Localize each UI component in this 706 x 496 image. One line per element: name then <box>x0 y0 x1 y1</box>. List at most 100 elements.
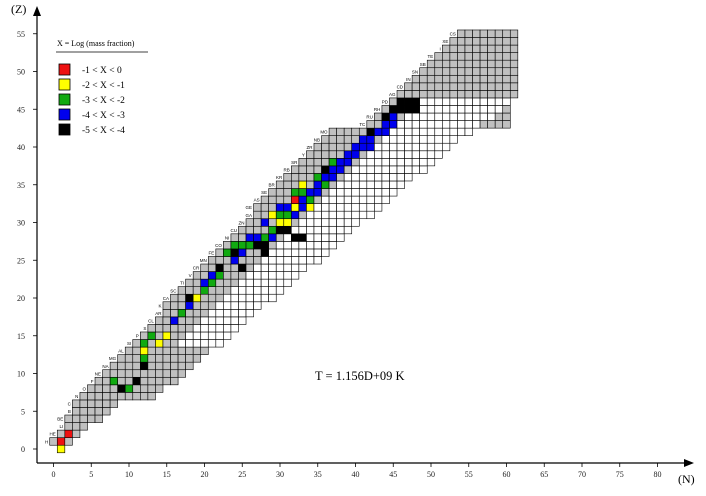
isotope-cell <box>192 286 202 295</box>
isotope-cell <box>313 203 322 212</box>
isotope-cell <box>192 331 202 340</box>
isotope-cell <box>155 354 164 363</box>
isotope-cell <box>336 158 345 167</box>
isotope-cell <box>155 369 164 378</box>
isotope-cell <box>381 135 390 144</box>
isotope-cell <box>464 74 473 84</box>
isotope-cell <box>419 158 428 167</box>
isotope-cell <box>472 112 481 121</box>
isotope-cell <box>64 437 73 446</box>
isotope-cell <box>366 195 375 204</box>
isotope-cell <box>313 173 322 182</box>
isotope-cell <box>442 97 451 106</box>
isotope-cell <box>155 316 164 325</box>
isotope-cell <box>177 286 186 295</box>
isotope-cell <box>253 248 262 257</box>
isotope-cell <box>147 376 156 386</box>
isotope-cell <box>147 361 156 371</box>
isotope-cell <box>351 165 360 174</box>
x-tick-label: 55 <box>465 470 473 479</box>
isotope-cell <box>132 339 141 348</box>
isotope-cell <box>343 210 353 220</box>
isotope-cell <box>200 263 209 272</box>
isotope-cell <box>215 293 224 303</box>
element-label: NI <box>225 235 230 240</box>
isotope-cell <box>140 346 149 355</box>
isotope-cell <box>464 67 473 76</box>
isotope-cell <box>207 324 217 333</box>
isotope-cell <box>79 414 88 423</box>
isotope-cell <box>238 263 247 272</box>
isotope-cell <box>117 376 126 386</box>
isotope-cell <box>275 218 285 227</box>
isotope-cell <box>283 210 292 220</box>
isotope-cell <box>291 263 300 272</box>
isotope-cell <box>306 210 315 220</box>
isotope-cell <box>306 158 315 167</box>
isotope-cell <box>389 142 398 152</box>
element-label: NE <box>95 371 101 376</box>
isotope-cell <box>343 225 353 235</box>
isotope-cell <box>366 165 375 174</box>
y-tick-label: 45 <box>17 105 25 114</box>
isotope-cell <box>389 180 398 189</box>
isotope-cell <box>185 346 194 355</box>
isotope-cell <box>306 195 315 204</box>
isotope-cell <box>404 112 413 121</box>
isotope-cell <box>457 97 466 106</box>
isotope-cell <box>147 354 156 363</box>
isotope-cell <box>487 97 496 106</box>
isotope-cell <box>381 112 390 121</box>
isotope-cell <box>479 82 488 91</box>
element-label: AR <box>155 311 162 316</box>
isotope-cell <box>230 278 239 287</box>
isotope-cell <box>253 225 262 235</box>
isotope-cell <box>449 44 458 53</box>
element-label: CD <box>397 84 404 89</box>
element-label: O <box>82 386 86 391</box>
isotope-cell <box>313 142 322 152</box>
isotope-cell <box>449 105 458 114</box>
isotope-cell <box>260 256 269 265</box>
isotope-cell <box>268 263 277 272</box>
isotope-cell <box>306 180 315 189</box>
isotope-cell <box>162 354 171 363</box>
isotope-cell <box>502 74 511 84</box>
isotope-cell <box>396 173 405 182</box>
isotope-cell <box>207 309 217 318</box>
isotope-cell <box>502 97 511 106</box>
isotope-cell <box>245 271 254 280</box>
isotope-cell <box>291 248 300 257</box>
isotope-cell <box>389 158 398 167</box>
isotope-cell <box>245 301 254 310</box>
isotope-cell <box>396 135 405 144</box>
isotope-cell <box>411 158 420 167</box>
isotope-cell <box>94 399 103 408</box>
isotope-cell <box>487 44 496 53</box>
isotope-cell <box>457 90 466 99</box>
isotope-cell <box>479 74 488 84</box>
legend-swatch <box>58 108 71 121</box>
isotope-cell <box>140 361 149 371</box>
legend-swatch <box>58 93 71 106</box>
isotope-cell <box>94 407 103 416</box>
isotope-cell <box>177 301 186 310</box>
isotope-cell <box>374 142 383 152</box>
isotope-cell <box>132 346 141 355</box>
element-label: FE <box>209 251 215 256</box>
isotope-cell <box>275 195 285 204</box>
isotope-cell <box>434 74 443 84</box>
isotope-cell <box>170 354 179 363</box>
isotope-cell <box>509 67 519 76</box>
isotope-cell <box>223 324 232 333</box>
isotope-cell <box>192 293 202 303</box>
isotope-cell <box>509 52 519 61</box>
isotope-cell <box>321 165 330 174</box>
isotope-cell <box>162 316 171 325</box>
isotope-cell <box>434 120 443 129</box>
y-tick-label: 5 <box>21 407 25 416</box>
isotope-cell <box>298 248 307 257</box>
isotope-cell <box>494 52 504 61</box>
y-tick-label: 15 <box>17 332 25 341</box>
isotope-cell <box>291 256 300 265</box>
